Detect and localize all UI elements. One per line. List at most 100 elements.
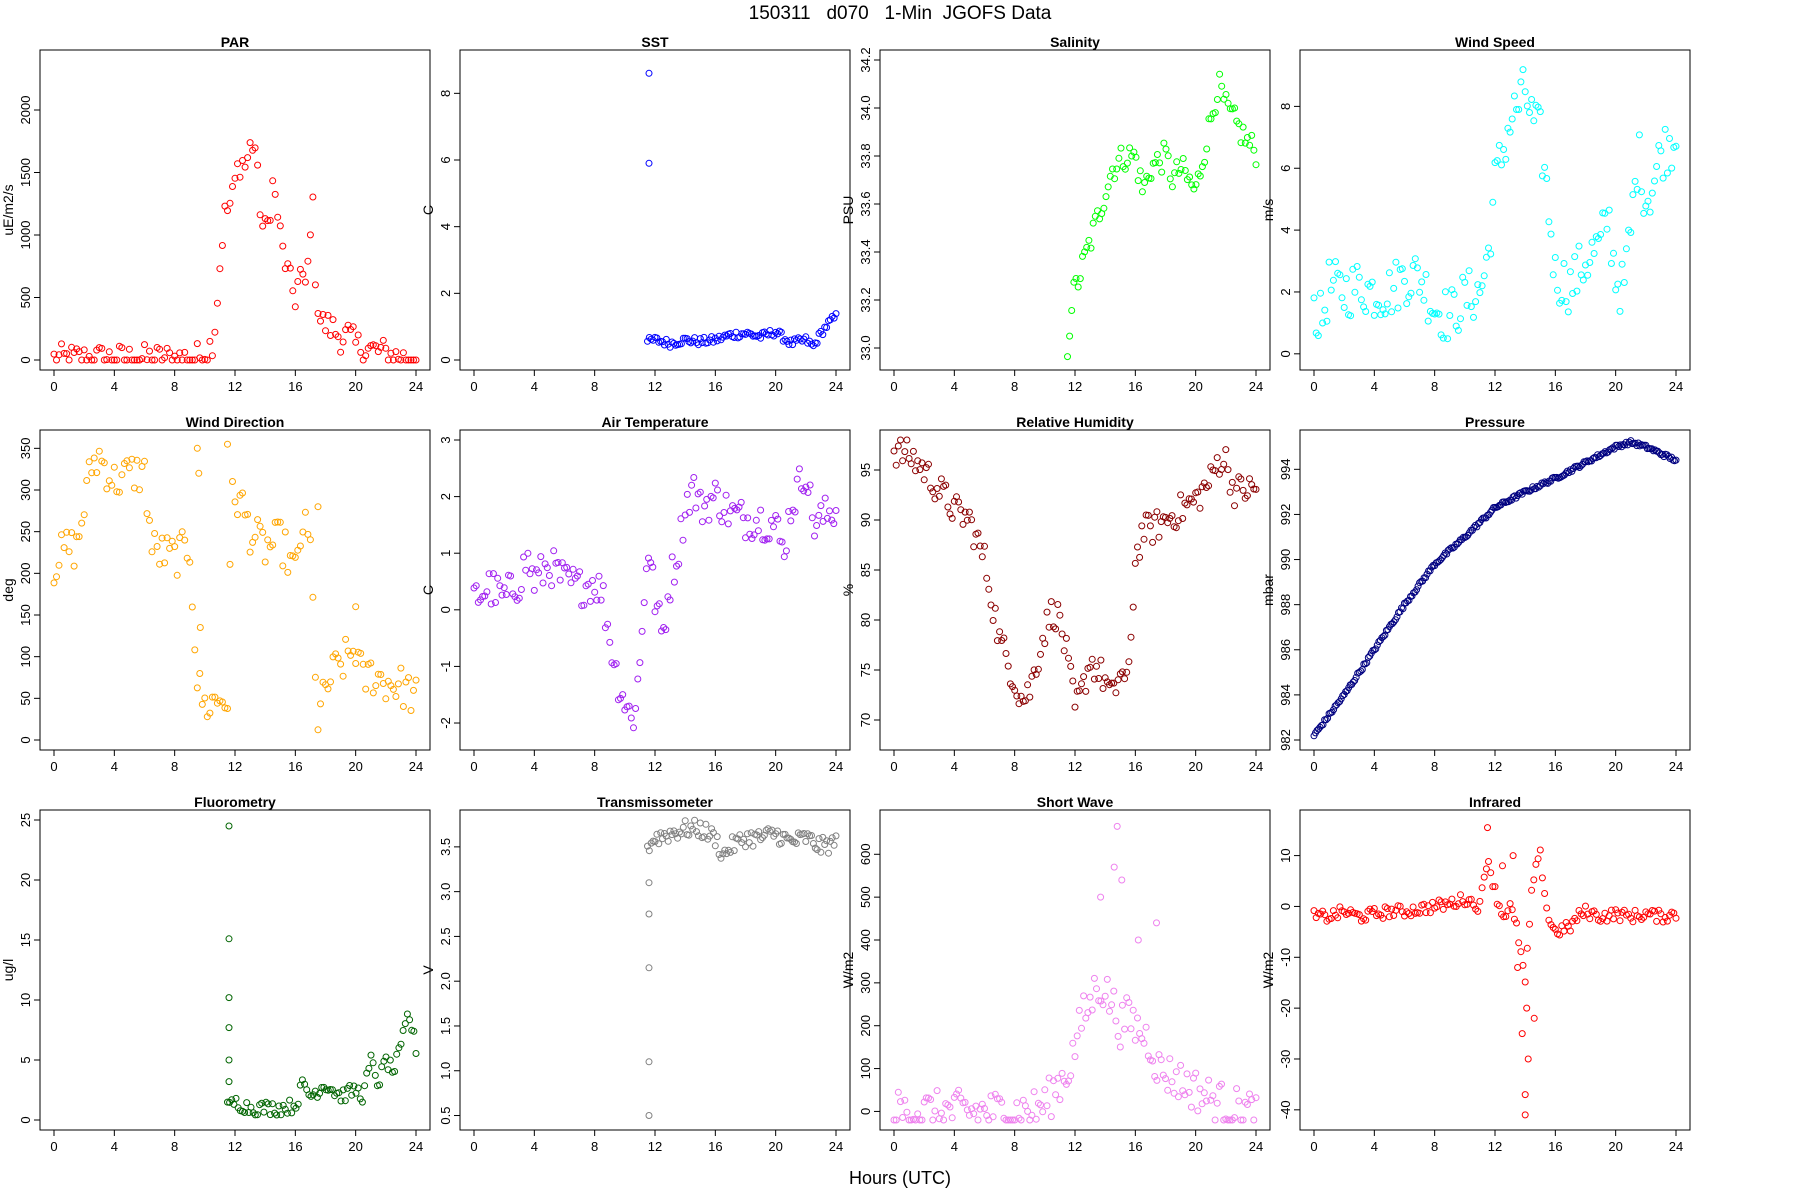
data-point <box>660 624 668 631</box>
data-point <box>489 570 497 578</box>
data-point <box>929 1116 937 1124</box>
data-point <box>289 287 297 295</box>
data-point <box>785 834 793 842</box>
data-point <box>1627 914 1635 922</box>
data-point <box>125 464 133 472</box>
y-tick-label: 400 <box>858 929 873 951</box>
data-point <box>1446 545 1454 553</box>
data-point <box>397 356 405 364</box>
y-tick-label: 90 <box>858 513 873 527</box>
data-point <box>767 516 775 524</box>
data-point <box>123 356 131 364</box>
data-point <box>1437 898 1445 906</box>
data-point <box>1582 902 1589 910</box>
data-point <box>679 536 687 544</box>
x-tick-label: 4 <box>531 759 538 774</box>
data-point <box>1064 353 1071 361</box>
data-point <box>1672 914 1680 922</box>
data-point <box>1075 687 1083 695</box>
data-point <box>645 159 653 167</box>
x-tick-label: 24 <box>1249 759 1263 774</box>
x-tick-label: 0 <box>890 1139 897 1154</box>
y-tick-label: 1.5 <box>438 1017 453 1035</box>
data-point <box>1646 208 1654 216</box>
data-point <box>1220 460 1228 468</box>
data-point <box>1129 1006 1137 1014</box>
data-point <box>1002 650 1010 657</box>
data-point <box>284 568 292 576</box>
data-point <box>828 834 836 842</box>
data-point <box>1366 282 1374 290</box>
data-point <box>1088 655 1096 663</box>
data-point <box>1638 188 1645 196</box>
y-tick-label: 1500 <box>18 158 33 187</box>
data-point <box>1625 910 1633 918</box>
data-point <box>348 1091 356 1099</box>
y-tick-label: 0 <box>18 1116 33 1123</box>
data-point <box>377 671 385 678</box>
data-point <box>485 570 493 578</box>
panel-title: Wind Direction <box>186 414 285 430</box>
data-point <box>1215 1082 1223 1090</box>
data-point <box>1467 895 1475 903</box>
data-point <box>1390 618 1398 626</box>
data-point <box>748 535 756 542</box>
data-point <box>1340 304 1348 311</box>
data-point <box>1177 491 1185 499</box>
data-point <box>573 572 581 580</box>
data-point <box>78 356 86 364</box>
data-point <box>1110 863 1118 871</box>
data-point <box>1114 1032 1122 1040</box>
data-point <box>1499 862 1506 870</box>
x-tick-label: 4 <box>1371 379 1378 394</box>
y-tick-label: 2 <box>438 290 453 297</box>
data-point <box>231 174 239 182</box>
data-point <box>498 591 506 599</box>
data-point <box>193 340 201 348</box>
data-point <box>670 578 678 586</box>
x-tick-label: 12 <box>648 759 662 774</box>
data-point <box>1638 916 1645 923</box>
y-tick-label: 5 <box>18 1056 33 1063</box>
data-point <box>1073 1032 1081 1040</box>
data-point <box>115 488 123 496</box>
data-point <box>1504 907 1512 915</box>
plot-frame <box>1299 49 1691 371</box>
data-point <box>791 838 798 846</box>
data-point <box>1110 679 1118 687</box>
data-point <box>1134 1014 1141 1022</box>
data-point <box>826 837 834 845</box>
data-point <box>1147 175 1155 182</box>
data-point <box>1047 598 1055 606</box>
data-point <box>1457 891 1464 899</box>
data-point <box>1487 250 1495 258</box>
data-point <box>1450 290 1458 298</box>
data-point <box>1590 907 1598 915</box>
data-point <box>1024 1107 1032 1115</box>
data-point <box>1480 272 1488 280</box>
data-point <box>1118 1001 1126 1009</box>
data-point <box>1530 1014 1538 1022</box>
data-point <box>1237 139 1245 147</box>
data-point <box>1418 278 1426 286</box>
data-point <box>961 1098 969 1106</box>
data-point <box>1370 905 1378 912</box>
data-point <box>327 678 334 686</box>
y-tick-label: 100 <box>858 1058 873 1080</box>
y-tick-label: 3 <box>438 436 453 443</box>
data-point <box>940 1116 948 1124</box>
data-point <box>1213 96 1221 103</box>
data-point <box>946 1103 954 1111</box>
data-point <box>1627 229 1635 236</box>
data-point <box>405 356 412 364</box>
data-point <box>965 508 973 516</box>
data-point <box>1444 335 1452 343</box>
data-point <box>1514 964 1522 971</box>
data-point <box>903 436 911 444</box>
data-point <box>1530 876 1538 884</box>
data-point <box>327 332 334 339</box>
data-point <box>260 1108 268 1116</box>
x-tick-label: 0 <box>890 379 897 394</box>
data-point <box>668 553 676 561</box>
